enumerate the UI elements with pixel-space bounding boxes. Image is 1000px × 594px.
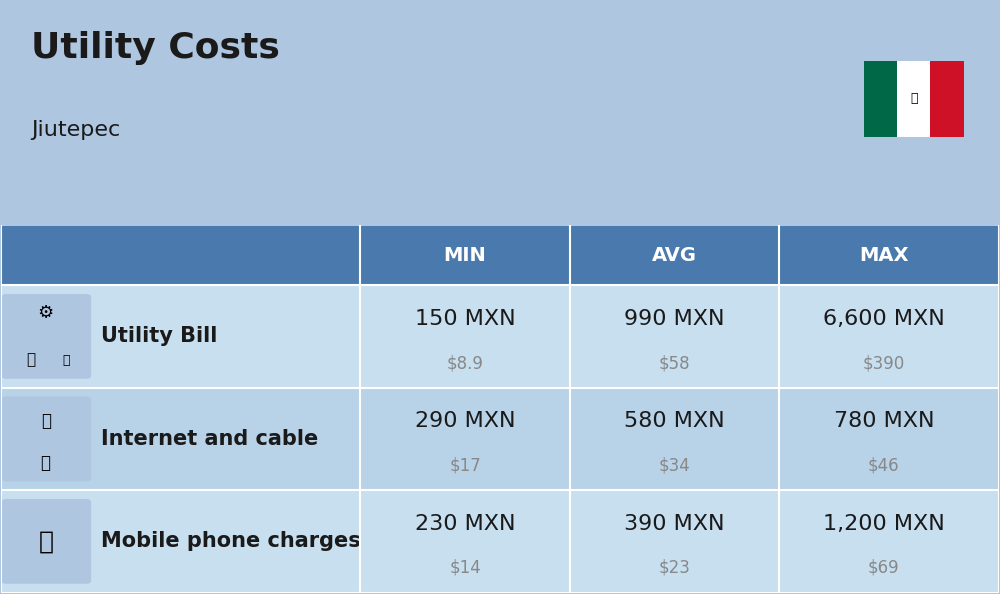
FancyBboxPatch shape (1, 397, 91, 481)
Text: MAX: MAX (859, 246, 909, 265)
Text: MIN: MIN (444, 246, 486, 265)
Text: $8.9: $8.9 (447, 354, 484, 372)
Text: 📶: 📶 (41, 412, 51, 430)
Text: $14: $14 (449, 559, 481, 577)
Text: Jiutepec: Jiutepec (31, 119, 121, 140)
Text: $34: $34 (659, 457, 690, 475)
FancyBboxPatch shape (1, 285, 999, 388)
FancyBboxPatch shape (897, 61, 930, 137)
Text: 🖨️: 🖨️ (41, 454, 51, 472)
Text: 🔌: 🔌 (27, 353, 36, 368)
FancyBboxPatch shape (1, 499, 91, 584)
Text: Utility Bill: Utility Bill (101, 327, 217, 346)
Text: 390 MXN: 390 MXN (624, 514, 725, 533)
Text: 780 MXN: 780 MXN (834, 411, 934, 431)
Text: 150 MXN: 150 MXN (415, 309, 515, 328)
Text: 📷: 📷 (62, 353, 70, 366)
FancyBboxPatch shape (1, 490, 999, 593)
Text: 990 MXN: 990 MXN (624, 309, 725, 328)
Text: 290 MXN: 290 MXN (415, 411, 515, 431)
Text: 1,200 MXN: 1,200 MXN (823, 514, 945, 533)
Text: AVG: AVG (652, 246, 697, 265)
Text: 580 MXN: 580 MXN (624, 411, 725, 431)
Text: $23: $23 (659, 559, 690, 577)
FancyBboxPatch shape (1, 226, 999, 285)
FancyBboxPatch shape (1, 388, 999, 490)
Text: 📱: 📱 (39, 529, 54, 554)
Text: $46: $46 (868, 457, 900, 475)
FancyBboxPatch shape (1, 294, 91, 379)
Text: 230 MXN: 230 MXN (415, 514, 515, 533)
FancyBboxPatch shape (930, 61, 964, 137)
Text: 🦅: 🦅 (910, 93, 918, 106)
Text: Utility Costs: Utility Costs (31, 31, 280, 65)
Text: $58: $58 (659, 354, 690, 372)
Text: 6,600 MXN: 6,600 MXN (823, 309, 945, 328)
Text: Internet and cable: Internet and cable (101, 429, 318, 449)
Text: ⚙️: ⚙️ (38, 304, 54, 322)
Text: $69: $69 (868, 559, 900, 577)
Text: $17: $17 (449, 457, 481, 475)
Text: $390: $390 (863, 354, 905, 372)
Text: Mobile phone charges: Mobile phone charges (101, 532, 361, 551)
FancyBboxPatch shape (864, 61, 897, 137)
